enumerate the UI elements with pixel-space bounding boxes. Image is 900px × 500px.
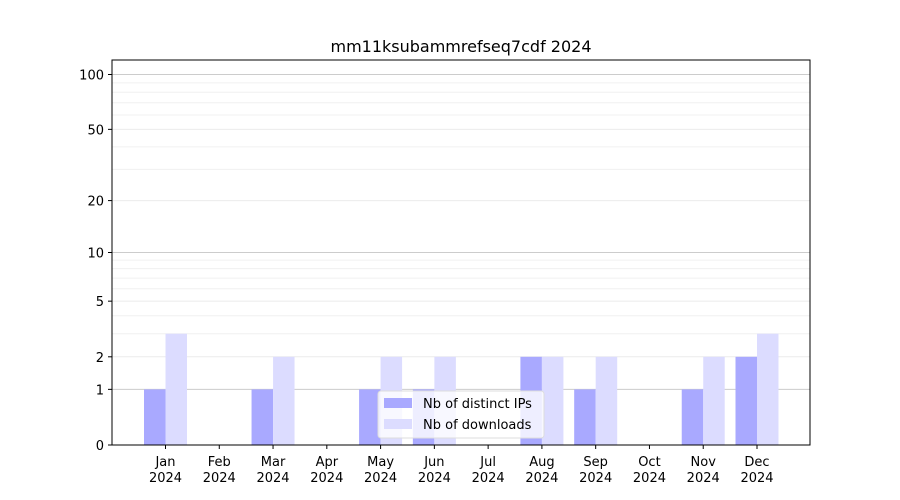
chart-title: mm11ksubammrefseq7cdf 2024 [330, 37, 591, 56]
bar-downloads [595, 356, 618, 445]
x-tick-label-month: Feb [208, 455, 231, 470]
legend: Nb of distinct IPs Nb of downloads [377, 390, 545, 439]
x-tick-label-month: Jun [423, 455, 444, 470]
bar-distinct-ips [251, 389, 274, 445]
bar-downloads [273, 356, 295, 445]
y-tick-label: 0 [96, 439, 104, 454]
x-tick-label-year: 2024 [418, 471, 451, 486]
bar-downloads [541, 356, 564, 445]
x-tick-label-month: Sep [583, 455, 608, 470]
x-axis: Jan2024Feb2024Mar2024Apr2024May2024Jun20… [149, 445, 774, 486]
x-tick-label-month: Apr [316, 455, 339, 470]
x-tick-label-month: Jul [479, 455, 496, 470]
y-tick-label: 2 [96, 351, 104, 366]
x-tick-label-year: 2024 [472, 471, 505, 486]
legend-box [377, 390, 545, 439]
bar-downloads [757, 333, 779, 445]
bar-distinct-ips [735, 356, 757, 445]
x-tick-label-month: Nov [691, 455, 717, 470]
y-tick-label: 5 [96, 295, 104, 310]
bar-distinct-ips [574, 389, 596, 445]
x-tick-label-month: Dec [744, 455, 769, 470]
x-tick-label-year: 2024 [525, 471, 558, 486]
legend-label: Nb of distinct IPs [423, 397, 532, 412]
bar-distinct-ips [144, 389, 166, 445]
x-tick-label-year: 2024 [364, 471, 397, 486]
x-tick-label-year: 2024 [633, 471, 666, 486]
legend-swatch [384, 398, 412, 408]
bar-distinct-ips [359, 389, 381, 445]
y-tick-label: 10 [87, 247, 104, 262]
x-tick-label-month: Oct [638, 455, 660, 470]
bar-downloads [165, 333, 187, 445]
x-tick-label-month: May [367, 455, 394, 470]
x-tick-label-month: Aug [529, 455, 554, 470]
x-tick-label-year: 2024 [687, 471, 720, 486]
y-tick-label: 50 [87, 123, 104, 138]
x-tick-label-year: 2024 [149, 471, 182, 486]
x-tick-label-month: Jan [154, 455, 175, 470]
y-axis: 0 1 2 5 10 20 50 100 [79, 69, 112, 454]
legend-swatch [384, 419, 412, 429]
x-tick-label-year: 2024 [203, 471, 236, 486]
y-tick-label: 20 [87, 195, 104, 210]
gridlines [112, 74, 810, 446]
legend-label: Nb of downloads [423, 418, 532, 433]
y-tick-label: 1 [96, 383, 104, 398]
x-tick-label-year: 2024 [310, 471, 343, 486]
x-tick-label-year: 2024 [579, 471, 612, 486]
bar-distinct-ips [681, 389, 704, 445]
x-tick-label-month: Mar [261, 455, 286, 470]
y-tick-label: 100 [79, 69, 104, 84]
x-tick-label-year: 2024 [740, 471, 773, 486]
x-tick-label-year: 2024 [256, 471, 289, 486]
bar-downloads [703, 356, 725, 445]
